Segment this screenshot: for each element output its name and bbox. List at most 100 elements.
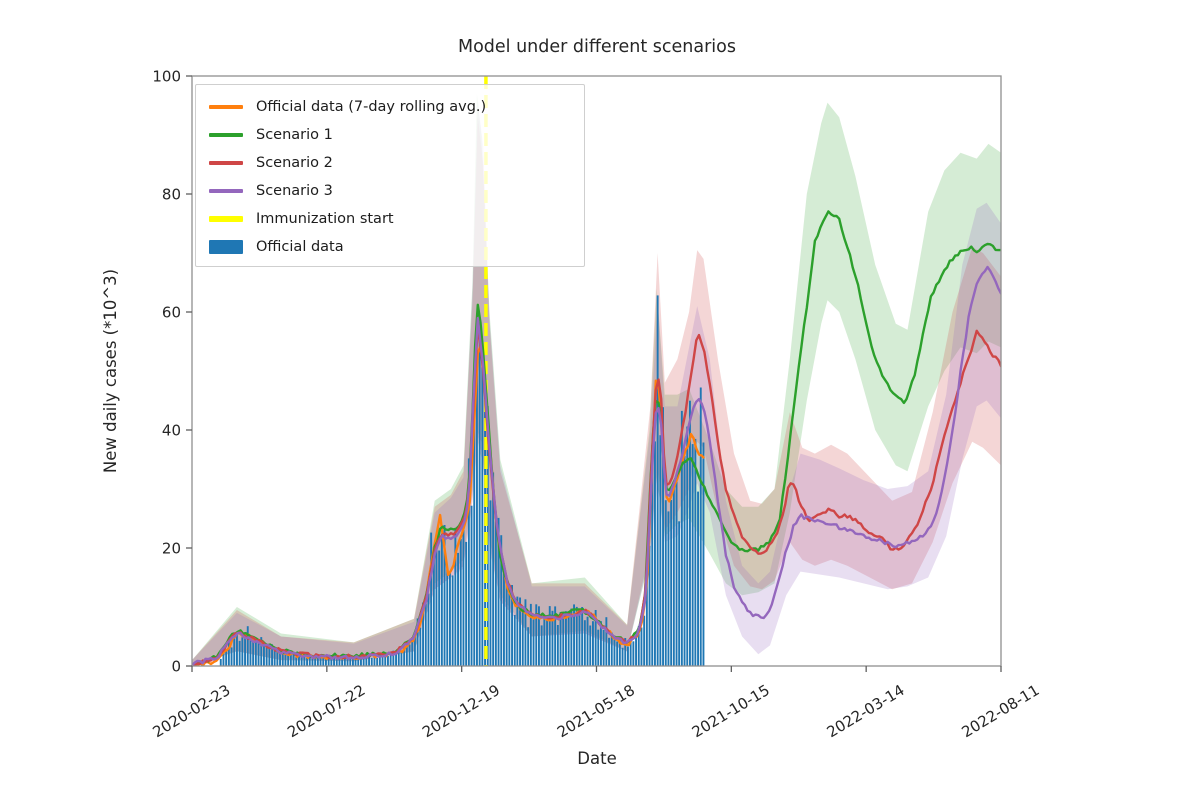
bar (503, 563, 505, 666)
bar (589, 625, 592, 666)
bar (430, 532, 433, 666)
legend-label: Official data (7-day rolling avg.) (256, 99, 487, 115)
bar (438, 550, 441, 666)
scenario-3-line (192, 265, 1001, 666)
bar (645, 571, 648, 666)
bar (408, 644, 411, 666)
bar (702, 442, 705, 666)
bar (271, 644, 273, 666)
bar (376, 657, 379, 666)
bar (516, 596, 519, 666)
bar (635, 634, 637, 666)
bar (281, 651, 284, 666)
bar (465, 541, 468, 666)
bar (287, 654, 290, 666)
bar (446, 569, 449, 666)
bar (672, 482, 675, 666)
bar (279, 652, 281, 666)
bar (284, 649, 287, 666)
bar (327, 657, 330, 666)
bar (600, 621, 602, 666)
legend-label: Immunization start (256, 211, 394, 227)
legend-label: Official data (256, 239, 344, 255)
bar (392, 650, 395, 666)
bar (241, 637, 244, 666)
bar (476, 358, 478, 666)
bar (513, 614, 516, 666)
bar (583, 620, 586, 666)
bar (422, 602, 424, 666)
bar (273, 649, 276, 666)
bar (470, 505, 473, 666)
bar (667, 511, 670, 666)
bar (559, 612, 562, 666)
bar (443, 525, 446, 666)
bar (562, 616, 565, 666)
bar (308, 655, 311, 666)
legend-item: Immunization start (209, 206, 574, 232)
scenario-3-confidence-band (192, 99, 1001, 666)
legend: Official data (7-day rolling avg.) Scenar… (195, 84, 585, 267)
bar (678, 521, 681, 666)
bar (592, 621, 594, 666)
bar (352, 656, 354, 666)
bar (236, 633, 238, 666)
bar (602, 629, 605, 666)
bar (462, 530, 465, 666)
bar (586, 616, 589, 666)
bar (610, 632, 613, 666)
bar (357, 658, 360, 666)
bar (538, 606, 540, 666)
bar (691, 444, 694, 666)
bar (354, 656, 357, 666)
bar (384, 653, 387, 666)
bar (686, 426, 689, 666)
bar (497, 517, 500, 666)
bar (556, 625, 559, 666)
bar (675, 474, 678, 666)
legend-item: Scenario 2 (209, 150, 574, 176)
bar (403, 647, 406, 666)
y-tick-label: 40 (162, 422, 181, 440)
bar (551, 610, 554, 666)
bar (519, 597, 521, 666)
bar (627, 646, 629, 666)
bar (298, 654, 300, 666)
bar (265, 643, 268, 666)
bar (662, 407, 664, 666)
legend-item: Official data (7-day rolling avg.) (209, 94, 574, 120)
bar (257, 641, 260, 666)
scenario-2-confidence-band (192, 117, 1001, 666)
bar (400, 652, 403, 666)
legend-label: Scenario 1 (256, 127, 333, 143)
bar (605, 617, 608, 666)
legend-item: Scenario 1 (209, 122, 574, 148)
bar (500, 535, 503, 666)
bar (440, 533, 443, 666)
x-tick-label: 2022-08-11 (958, 681, 1042, 741)
bar (565, 611, 567, 666)
y-axis-label: New daily cases (*10^3) (101, 269, 120, 473)
bar (570, 608, 573, 666)
bar (254, 638, 257, 666)
bar (314, 658, 317, 666)
bar (252, 638, 255, 666)
y-tick-label: 80 (162, 186, 181, 204)
bar (608, 637, 610, 666)
legend-swatch-line (209, 133, 243, 137)
bar (621, 647, 624, 666)
bar (249, 638, 252, 666)
bar (370, 658, 373, 666)
bar (454, 530, 457, 666)
bar (527, 627, 530, 666)
bar (227, 640, 230, 666)
bar (222, 650, 225, 666)
bar (449, 573, 451, 666)
bar (459, 539, 462, 666)
bar (457, 552, 459, 666)
bar (670, 500, 673, 666)
bar (411, 638, 414, 666)
bar (581, 607, 584, 666)
bar (529, 603, 532, 666)
bar (659, 435, 662, 666)
